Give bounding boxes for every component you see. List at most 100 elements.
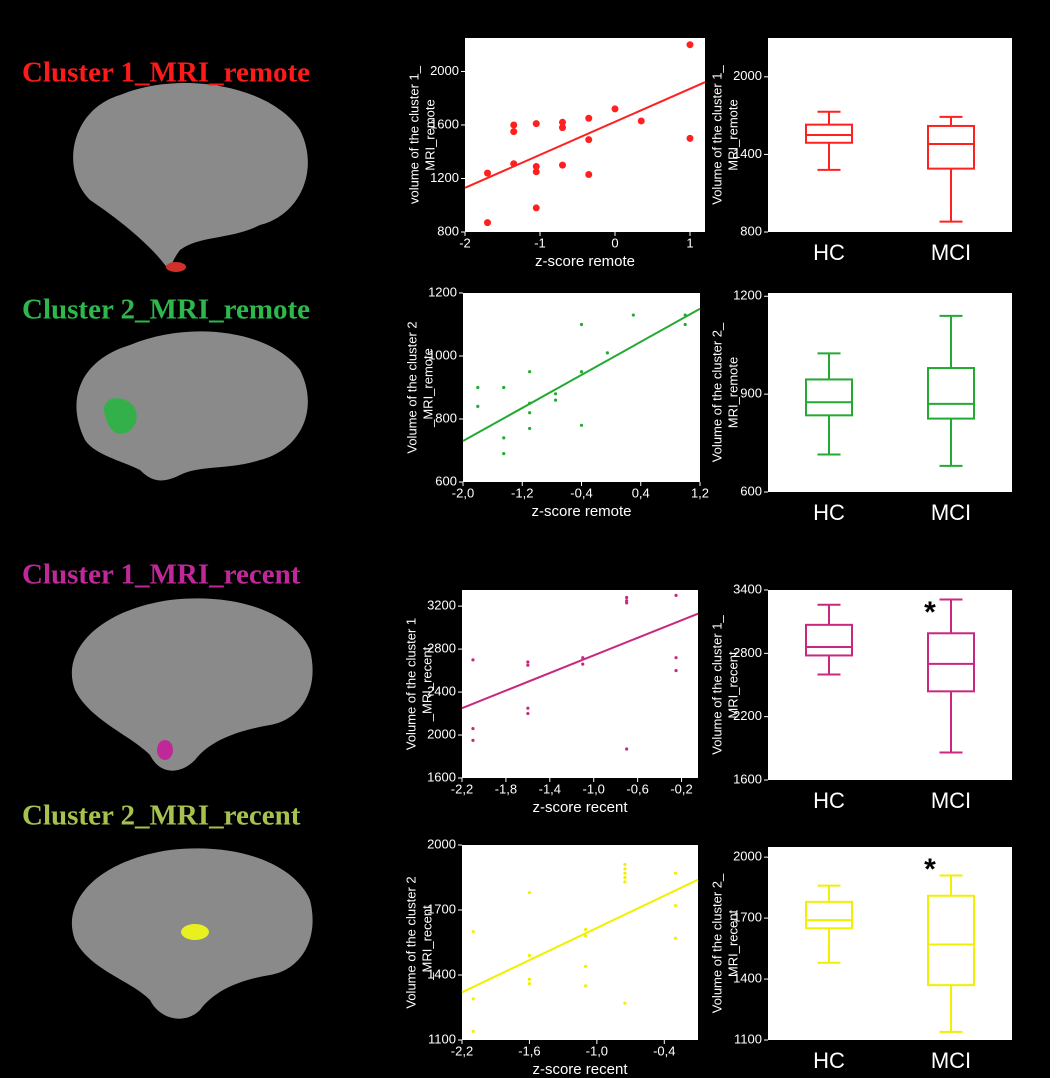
y-tick-label: 2000 xyxy=(733,849,762,864)
x-axis-label: z-score recent xyxy=(532,799,628,816)
point xyxy=(625,601,629,605)
y-tick-label: 900 xyxy=(740,386,762,401)
annotation: * xyxy=(924,596,936,629)
y-tick-label: 1000 xyxy=(428,347,457,362)
y-tick-label: 1400 xyxy=(427,966,456,981)
y-axis-label: _MRI_recent xyxy=(419,905,434,981)
point xyxy=(673,904,678,908)
point xyxy=(471,930,475,934)
y-axis-label: MRI_remote xyxy=(725,99,740,171)
y-axis-label: Volume of the cluster 2_ xyxy=(709,322,724,462)
y-axis-label: Volume of the cluster 1_ xyxy=(709,615,724,755)
point xyxy=(526,660,530,664)
y-axis-label: MRI_recent xyxy=(725,910,740,978)
box xyxy=(805,378,853,417)
y-tick-label: 1100 xyxy=(734,1031,762,1046)
y-tick-label: 1600 xyxy=(733,771,762,786)
chart-title: Cluster 2_MRI_recent xyxy=(22,800,301,832)
point xyxy=(686,41,694,49)
point xyxy=(579,322,584,327)
point xyxy=(623,871,627,875)
point xyxy=(476,404,480,408)
point xyxy=(502,452,506,456)
y-tick-label: 1700 xyxy=(427,901,456,916)
y-axis-label: MRI_recent xyxy=(725,651,740,719)
point xyxy=(686,134,694,142)
point xyxy=(623,867,627,871)
point xyxy=(527,891,532,895)
x-tick-label: 1 xyxy=(686,235,693,250)
trend-line xyxy=(461,878,699,994)
point xyxy=(585,114,593,122)
point xyxy=(625,747,629,751)
point xyxy=(526,711,530,716)
x-tick-label: HC xyxy=(813,240,845,265)
y-axis-label: Volume of the cluster 2 xyxy=(404,321,419,453)
chart-title: Cluster 2_MRI_remote xyxy=(22,294,310,326)
trend-line xyxy=(464,81,706,189)
y-axis-label: Volume of the cluster 1 xyxy=(403,618,418,750)
point xyxy=(631,313,635,317)
y-tick-label: 600 xyxy=(740,483,762,498)
plot-area xyxy=(768,847,1012,1040)
y-axis-label: _MRI_remote xyxy=(420,348,435,428)
x-tick-label: MCI xyxy=(931,500,971,525)
point xyxy=(510,128,518,136)
point xyxy=(673,936,678,940)
box xyxy=(805,123,853,144)
x-axis-label: z-score remote xyxy=(531,503,631,520)
point xyxy=(625,595,629,600)
x-tick-label: -0,6 xyxy=(626,781,648,796)
point xyxy=(476,385,480,390)
point xyxy=(528,370,532,374)
x-tick-label: -1 xyxy=(534,235,546,250)
point xyxy=(605,351,610,355)
point xyxy=(584,934,588,938)
plot-area xyxy=(768,590,1012,780)
y-tick-label: 2000 xyxy=(733,68,762,83)
point xyxy=(585,170,593,178)
point xyxy=(584,927,588,932)
point xyxy=(526,706,530,710)
x-tick-label: -2,2 xyxy=(451,781,473,796)
x-tick-label: HC xyxy=(813,500,845,525)
point xyxy=(683,322,687,327)
x-tick-label: MCI xyxy=(931,240,971,265)
x-axis-label: z-score remote xyxy=(535,253,635,270)
point xyxy=(471,726,475,731)
point xyxy=(579,370,584,374)
x-tick-label: MCI xyxy=(931,788,971,813)
y-tick-label: 2200 xyxy=(733,708,762,723)
y-tick-label: 1400 xyxy=(733,970,762,985)
y-tick-label: 3200 xyxy=(427,598,456,613)
box xyxy=(927,124,975,170)
point xyxy=(584,964,588,968)
point xyxy=(637,117,645,125)
point xyxy=(623,1001,627,1005)
y-tick-label: 2000 xyxy=(427,726,456,741)
x-tick-label: -0,2 xyxy=(670,781,692,796)
y-tick-label: 2000 xyxy=(427,836,456,851)
y-tick-label: 3400 xyxy=(733,581,762,596)
y-tick-label: 1400 xyxy=(733,146,762,161)
point xyxy=(484,219,491,227)
y-axis-label: Volume of the cluster 2_ xyxy=(709,873,724,1013)
x-tick-label: -2 xyxy=(459,235,471,250)
point xyxy=(527,982,532,986)
x-tick-label: -0,4 xyxy=(570,485,592,500)
box xyxy=(927,367,975,420)
y-axis-label: MRI_remote xyxy=(422,99,437,171)
point xyxy=(532,168,540,176)
y-axis-label: _MRI_recent xyxy=(419,646,434,722)
point xyxy=(527,977,532,981)
point xyxy=(674,668,678,673)
y-axis-label: MRI_remote xyxy=(725,357,740,429)
trend-line xyxy=(462,307,701,442)
annotation: * xyxy=(924,853,936,886)
y-tick-label: 800 xyxy=(437,223,459,238)
chart-title: Cluster 1_MRI_remote xyxy=(22,57,310,89)
point xyxy=(532,120,540,128)
point xyxy=(527,953,532,958)
x-tick-label: -1,0 xyxy=(583,781,605,796)
point xyxy=(553,392,558,396)
